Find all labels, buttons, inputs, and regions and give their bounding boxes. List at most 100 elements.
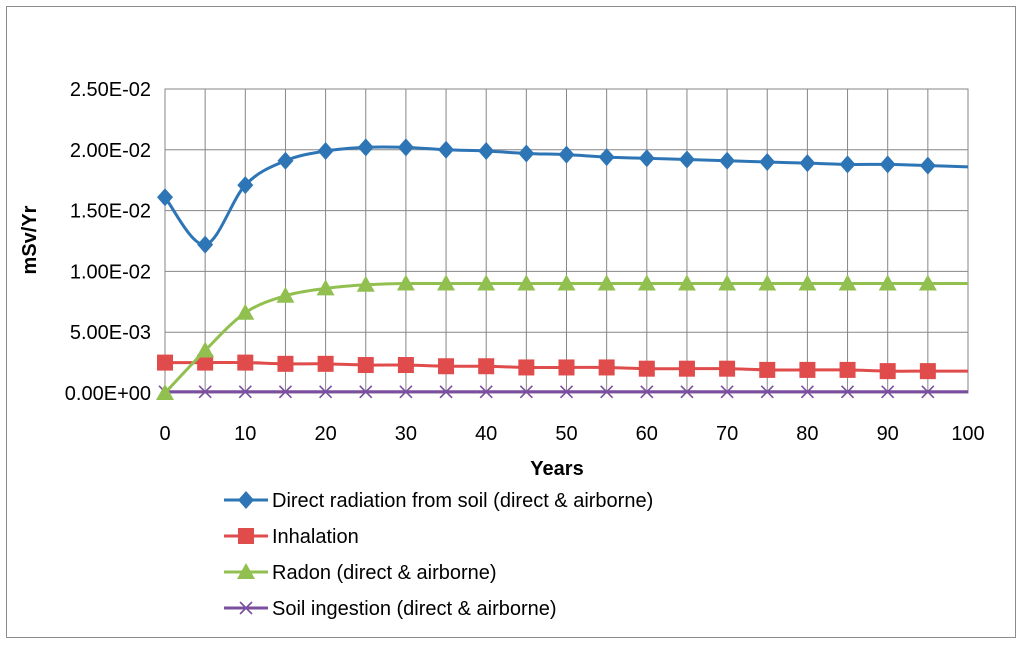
x-marker (881, 385, 895, 399)
y-tick-label: 1.00E-02 (70, 261, 151, 283)
diamond-marker (317, 142, 334, 161)
square-marker (397, 357, 414, 374)
triangle-marker (798, 274, 817, 291)
triangle-marker (477, 274, 496, 291)
x-tick-label: 80 (796, 423, 818, 445)
diamond-marker (879, 155, 896, 174)
square-marker (839, 361, 856, 378)
x-marker (760, 385, 774, 399)
x-marker-stroke (439, 385, 453, 399)
diamond-marker (357, 138, 374, 157)
plot-area (156, 138, 969, 400)
x-tick-label: 100 (951, 423, 984, 445)
x-marker-stroke (239, 601, 253, 615)
triangle-marker (437, 274, 456, 291)
x-marker (239, 601, 253, 615)
square-marker (357, 357, 374, 374)
diamond-marker (438, 140, 455, 159)
triangle-marker (637, 274, 656, 291)
x-tick-label: 70 (716, 423, 738, 445)
y-tick-label: 5.00E-03 (70, 322, 151, 344)
x-marker-stroke (559, 385, 574, 399)
square-marker (237, 354, 254, 371)
x-axis-title: Years (530, 458, 583, 480)
diamond-marker (558, 145, 575, 164)
legend-label: Soil ingestion (direct & airborne) (272, 598, 557, 620)
x-marker-stroke (600, 385, 614, 399)
legend-item-2: Radon (direct & airborne) (224, 562, 497, 584)
x-tick-label: 60 (636, 423, 658, 445)
x-tick-label: 0 (159, 423, 170, 445)
x-marker (519, 385, 533, 399)
square-marker (238, 528, 254, 544)
x-marker-stroke (760, 385, 774, 399)
triangle-marker (718, 274, 737, 291)
legend-item-1: Inhalation (224, 526, 359, 548)
square-marker (759, 361, 776, 378)
x-tick-label: 10 (234, 423, 256, 445)
square-marker (638, 360, 655, 377)
diamond-marker (277, 151, 294, 170)
x-marker-stroke (519, 385, 533, 399)
x-tick-label: 50 (555, 423, 577, 445)
triangle-marker (237, 563, 255, 579)
diamond-marker (478, 142, 495, 161)
x-marker (840, 385, 855, 399)
x-marker-stroke (640, 385, 654, 399)
x-marker-stroke (800, 385, 814, 399)
legend-item-0: Direct radiation from soil (direct & air… (224, 490, 653, 512)
diamond-marker (237, 176, 254, 195)
x-marker (479, 385, 493, 399)
x-marker (680, 385, 694, 399)
square-marker (719, 360, 736, 377)
square-marker (438, 358, 455, 375)
square-marker (558, 359, 575, 376)
x-marker (640, 385, 654, 399)
triangle-marker (557, 274, 576, 291)
diamond-marker (197, 235, 214, 254)
grid (164, 88, 969, 394)
triangle-marker (276, 286, 295, 303)
x-marker-stroke (359, 385, 373, 399)
triangle-marker (156, 384, 174, 400)
y-tick-label: 2.50E-02 (70, 79, 151, 101)
triangle-marker (517, 274, 536, 291)
diamond-marker (719, 151, 736, 170)
diamond-marker (397, 138, 414, 157)
y-axis-title: mSv/Yr (19, 205, 41, 274)
x-marker-stroke (319, 385, 333, 399)
legend-label: Direct radiation from soil (direct & air… (272, 490, 653, 512)
x-marker-stroke (399, 385, 413, 399)
triangle-marker (316, 279, 335, 296)
legend-label: Radon (direct & airborne) (272, 562, 497, 584)
square-marker (197, 354, 214, 371)
y-tick-label: 2.00E-02 (70, 140, 151, 162)
x-tick-label: 30 (395, 423, 417, 445)
x-marker (278, 385, 293, 399)
square-marker (799, 361, 816, 378)
square-marker (157, 354, 173, 371)
triangle-marker (356, 275, 375, 292)
diamond-marker (157, 188, 173, 207)
x-tick-label: 20 (314, 423, 336, 445)
y-tick-label: 0.00E+00 (65, 383, 151, 405)
x-marker (399, 385, 413, 399)
series-1 (157, 354, 968, 380)
diamond-marker (598, 148, 615, 167)
x-marker (359, 385, 373, 399)
x-marker-stroke (680, 385, 694, 399)
triangle-marker (396, 274, 415, 291)
diamond-marker (919, 156, 936, 175)
square-marker (879, 363, 896, 380)
triangle-marker (236, 303, 255, 320)
x-marker (921, 385, 935, 399)
x-marker (439, 385, 453, 399)
diamond-marker (678, 150, 695, 169)
square-marker (919, 363, 936, 380)
x-marker-stroke (238, 385, 252, 399)
series-2 (156, 274, 968, 400)
triangle-marker (758, 274, 777, 291)
diamond-marker (799, 154, 816, 173)
square-marker (277, 355, 294, 372)
